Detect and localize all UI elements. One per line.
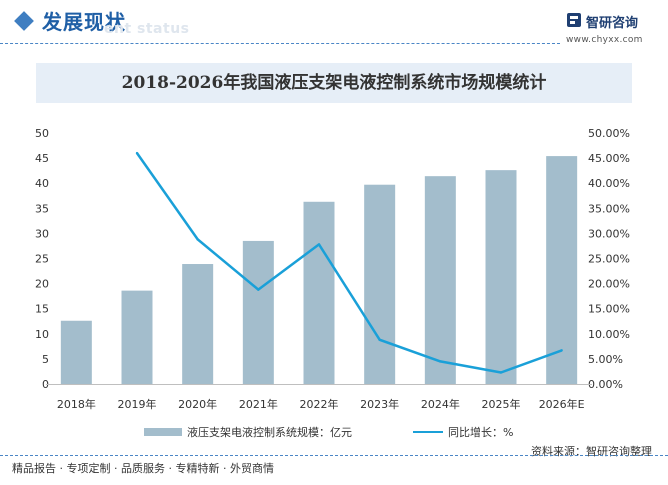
growth-point (378, 338, 381, 342)
x-tick-label: 2019年 (118, 397, 157, 411)
y-left-tick-label: 20 (35, 278, 49, 291)
x-tick-label: 2023年 (360, 397, 399, 411)
footer-divider (0, 455, 668, 456)
legend-bar-label: 液压支架电液控制系统规模：亿元 (187, 426, 352, 439)
y-right-tick-label: 0.00% (588, 378, 623, 391)
y-left-tick-label: 25 (35, 253, 49, 266)
brand-logo-icon (567, 13, 581, 27)
bar-mark (546, 156, 578, 384)
y-right-tick-label: 30.00% (588, 227, 630, 240)
growth-point (560, 349, 563, 352)
y-left-tick-label: 35 (35, 202, 49, 215)
legend-line-swatch (413, 431, 443, 433)
y-right-tick-label: 45.00% (588, 152, 630, 165)
section-title: 发展现状 (42, 10, 126, 34)
y-left-tick-label: 40 (35, 177, 49, 190)
y-left-tick-label: 30 (35, 227, 49, 240)
growth-point (257, 288, 260, 291)
y-left-tick-label: 10 (35, 328, 49, 341)
y-right-tick-label: 25.00% (588, 253, 630, 266)
bar-mark (424, 176, 456, 384)
growth-point (135, 151, 139, 155)
bar-mark (242, 240, 274, 384)
y-right-tick-label: 10.00% (588, 328, 630, 341)
y-right-tick-label: 20.00% (588, 278, 630, 291)
growth-line (135, 152, 563, 374)
bar-mark (364, 184, 396, 384)
x-tick-label: 2025年 (482, 397, 521, 411)
y-right-tick-label: 50.00% (588, 127, 630, 140)
growth-point (196, 238, 199, 241)
bar-mark (182, 264, 214, 384)
x-tick-label: 2022年 (300, 397, 339, 411)
header-divider (0, 43, 560, 44)
section-header: 发展现状 ent status 智研咨询 www.chyxx.com (0, 0, 668, 52)
chart-area: 0 5 10 15 20 25 30 35 40 45 50 0.00% 5.00% 10.00% 15.0… (35, 127, 630, 411)
y-left-tick-label: 45 (35, 152, 49, 165)
legend-bar-swatch (144, 428, 182, 436)
legend-line-label: 同比增长：% (448, 426, 514, 439)
growth-point (499, 371, 503, 374)
source-note: 资料来源：智研咨询整理 (531, 445, 652, 458)
chart-title-band (36, 63, 632, 103)
bar-mark (60, 320, 92, 384)
x-tick-label: 2018年 (57, 397, 96, 411)
y-left-tick-label: 5 (42, 353, 49, 366)
x-tick-label: 2020年 (178, 397, 217, 411)
brand-url: www.chyxx.com (566, 35, 643, 45)
y-left-tick-label: 0 (42, 378, 49, 391)
y-right-tick-label: 35.00% (588, 202, 630, 215)
y-left-tick-label: 15 (35, 303, 49, 316)
diamond-icon (14, 11, 34, 31)
x-tick-label: 2024年 (421, 397, 460, 411)
footer-services: 精品报告 · 专项定制 · 品质服务 · 专精特新 · 外贸商情 (12, 462, 274, 475)
bar-mark (485, 170, 517, 384)
x-tick-label: 2021年 (239, 397, 278, 411)
y-right-tick-label: 40.00% (588, 177, 630, 190)
section-subtitle: ent status (104, 21, 190, 37)
y-right-tick-label: 15.00% (588, 303, 630, 316)
bar-mark (303, 201, 335, 384)
growth-point (317, 243, 321, 246)
bar-mark (121, 290, 153, 384)
growth-point (439, 360, 442, 363)
y-right-tick-label: 5.00% (588, 353, 623, 366)
x-tick-label: 2026年E (539, 397, 585, 411)
chart-title: 2018-2026年我国液压支架电液控制系统市场规模统计 (121, 73, 547, 93)
y-left-tick-label: 50 (35, 127, 49, 140)
brand-name: 智研咨询 (586, 16, 639, 31)
